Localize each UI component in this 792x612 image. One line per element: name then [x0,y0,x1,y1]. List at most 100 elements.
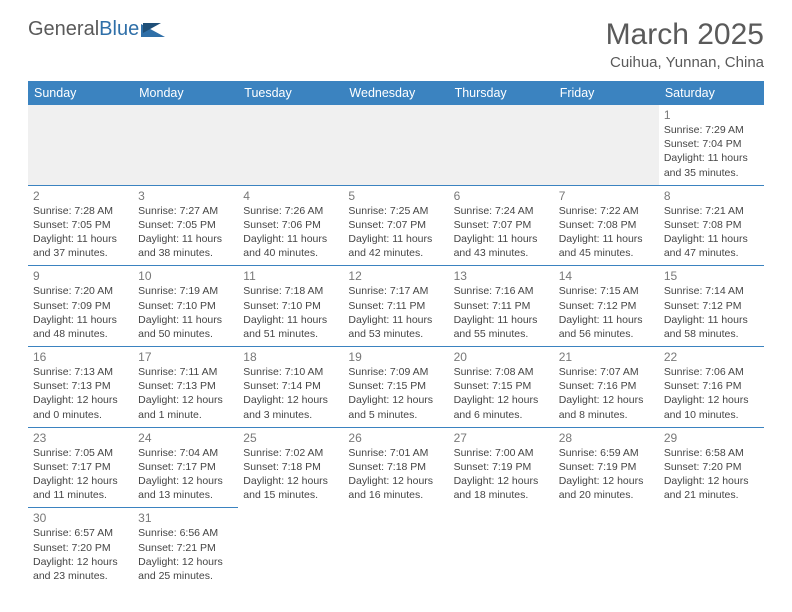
calendar-cell: 19Sunrise: 7:09 AMSunset: 7:15 PMDayligh… [343,347,448,428]
flag-icon [141,20,167,38]
day-number: 31 [138,511,233,525]
day-info: Sunrise: 6:59 AMSunset: 7:19 PMDaylight:… [559,446,654,503]
calendar-cell [449,508,554,588]
calendar-cell: 13Sunrise: 7:16 AMSunset: 7:11 PMDayligh… [449,266,554,347]
day-number: 26 [348,431,443,445]
calendar-cell: 5Sunrise: 7:25 AMSunset: 7:07 PMDaylight… [343,185,448,266]
calendar-cell: 22Sunrise: 7:06 AMSunset: 7:16 PMDayligh… [659,347,764,428]
day-info: Sunrise: 7:29 AMSunset: 7:04 PMDaylight:… [664,123,759,180]
calendar-cell: 12Sunrise: 7:17 AMSunset: 7:11 PMDayligh… [343,266,448,347]
page-title: March 2025 [606,18,764,52]
day-info: Sunrise: 7:26 AMSunset: 7:06 PMDaylight:… [243,204,338,261]
day-number: 29 [664,431,759,445]
calendar-cell: 30Sunrise: 6:57 AMSunset: 7:20 PMDayligh… [28,508,133,588]
calendar-cell: 9Sunrise: 7:20 AMSunset: 7:09 PMDaylight… [28,266,133,347]
day-info: Sunrise: 7:10 AMSunset: 7:14 PMDaylight:… [243,365,338,422]
logo-text-general: General [28,18,99,41]
day-info: Sunrise: 7:24 AMSunset: 7:07 PMDaylight:… [454,204,549,261]
calendar-cell: 23Sunrise: 7:05 AMSunset: 7:17 PMDayligh… [28,427,133,508]
calendar-row: 30Sunrise: 6:57 AMSunset: 7:20 PMDayligh… [28,508,764,588]
calendar-cell: 7Sunrise: 7:22 AMSunset: 7:08 PMDaylight… [554,185,659,266]
day-info: Sunrise: 7:20 AMSunset: 7:09 PMDaylight:… [33,284,128,341]
day-info: Sunrise: 7:05 AMSunset: 7:17 PMDaylight:… [33,446,128,503]
calendar-cell [28,105,133,185]
day-number: 24 [138,431,233,445]
calendar-cell: 26Sunrise: 7:01 AMSunset: 7:18 PMDayligh… [343,427,448,508]
day-number: 3 [138,189,233,203]
header: GeneralBlue March 2025 Cuihua, Yunnan, C… [28,18,764,71]
day-info: Sunrise: 7:28 AMSunset: 7:05 PMDaylight:… [33,204,128,261]
day-number: 2 [33,189,128,203]
day-info: Sunrise: 7:02 AMSunset: 7:18 PMDaylight:… [243,446,338,503]
calendar-cell [238,508,343,588]
day-number: 20 [454,350,549,364]
calendar-cell: 2Sunrise: 7:28 AMSunset: 7:05 PMDaylight… [28,185,133,266]
day-info: Sunrise: 6:58 AMSunset: 7:20 PMDaylight:… [664,446,759,503]
weekday-header: Sunday [28,81,133,105]
weekday-header: Wednesday [343,81,448,105]
day-info: Sunrise: 7:04 AMSunset: 7:17 PMDaylight:… [138,446,233,503]
day-number: 25 [243,431,338,445]
calendar-cell: 27Sunrise: 7:00 AMSunset: 7:19 PMDayligh… [449,427,554,508]
day-info: Sunrise: 7:17 AMSunset: 7:11 PMDaylight:… [348,284,443,341]
day-number: 22 [664,350,759,364]
calendar-cell: 31Sunrise: 6:56 AMSunset: 7:21 PMDayligh… [133,508,238,588]
day-info: Sunrise: 7:08 AMSunset: 7:15 PMDaylight:… [454,365,549,422]
calendar-row: 16Sunrise: 7:13 AMSunset: 7:13 PMDayligh… [28,347,764,428]
calendar-body: 1Sunrise: 7:29 AMSunset: 7:04 PMDaylight… [28,105,764,588]
calendar-cell [238,105,343,185]
day-info: Sunrise: 7:18 AMSunset: 7:10 PMDaylight:… [243,284,338,341]
day-info: Sunrise: 7:22 AMSunset: 7:08 PMDaylight:… [559,204,654,261]
day-number: 10 [138,269,233,283]
day-number: 8 [664,189,759,203]
weekday-header: Saturday [659,81,764,105]
day-number: 23 [33,431,128,445]
calendar-cell: 24Sunrise: 7:04 AMSunset: 7:17 PMDayligh… [133,427,238,508]
calendar-cell [554,508,659,588]
calendar-cell: 18Sunrise: 7:10 AMSunset: 7:14 PMDayligh… [238,347,343,428]
calendar-cell: 10Sunrise: 7:19 AMSunset: 7:10 PMDayligh… [133,266,238,347]
logo: GeneralBlue [28,18,167,41]
day-info: Sunrise: 7:13 AMSunset: 7:13 PMDaylight:… [33,365,128,422]
day-number: 17 [138,350,233,364]
day-info: Sunrise: 7:00 AMSunset: 7:19 PMDaylight:… [454,446,549,503]
day-number: 18 [243,350,338,364]
day-number: 30 [33,511,128,525]
calendar-cell [449,105,554,185]
day-info: Sunrise: 7:21 AMSunset: 7:08 PMDaylight:… [664,204,759,261]
calendar-cell: 16Sunrise: 7:13 AMSunset: 7:13 PMDayligh… [28,347,133,428]
day-number: 6 [454,189,549,203]
day-info: Sunrise: 7:14 AMSunset: 7:12 PMDaylight:… [664,284,759,341]
day-info: Sunrise: 7:01 AMSunset: 7:18 PMDaylight:… [348,446,443,503]
calendar-cell: 6Sunrise: 7:24 AMSunset: 7:07 PMDaylight… [449,185,554,266]
calendar-cell [554,105,659,185]
day-number: 21 [559,350,654,364]
calendar-cell [133,105,238,185]
day-info: Sunrise: 7:09 AMSunset: 7:15 PMDaylight:… [348,365,443,422]
calendar-cell: 11Sunrise: 7:18 AMSunset: 7:10 PMDayligh… [238,266,343,347]
day-info: Sunrise: 7:06 AMSunset: 7:16 PMDaylight:… [664,365,759,422]
calendar-cell: 8Sunrise: 7:21 AMSunset: 7:08 PMDaylight… [659,185,764,266]
calendar-row: 9Sunrise: 7:20 AMSunset: 7:09 PMDaylight… [28,266,764,347]
calendar-cell: 3Sunrise: 7:27 AMSunset: 7:05 PMDaylight… [133,185,238,266]
day-info: Sunrise: 7:16 AMSunset: 7:11 PMDaylight:… [454,284,549,341]
calendar-cell: 4Sunrise: 7:26 AMSunset: 7:06 PMDaylight… [238,185,343,266]
weekday-header: Friday [554,81,659,105]
calendar-row: 23Sunrise: 7:05 AMSunset: 7:17 PMDayligh… [28,427,764,508]
calendar-row: 1Sunrise: 7:29 AMSunset: 7:04 PMDaylight… [28,105,764,185]
day-info: Sunrise: 7:25 AMSunset: 7:07 PMDaylight:… [348,204,443,261]
calendar-cell: 20Sunrise: 7:08 AMSunset: 7:15 PMDayligh… [449,347,554,428]
day-number: 1 [664,108,759,122]
day-number: 15 [664,269,759,283]
day-number: 7 [559,189,654,203]
calendar-cell: 15Sunrise: 7:14 AMSunset: 7:12 PMDayligh… [659,266,764,347]
calendar-cell: 17Sunrise: 7:11 AMSunset: 7:13 PMDayligh… [133,347,238,428]
calendar-cell: 29Sunrise: 6:58 AMSunset: 7:20 PMDayligh… [659,427,764,508]
calendar-row: 2Sunrise: 7:28 AMSunset: 7:05 PMDaylight… [28,185,764,266]
day-number: 16 [33,350,128,364]
location-text: Cuihua, Yunnan, China [606,54,764,71]
calendar-cell [659,508,764,588]
day-number: 27 [454,431,549,445]
day-number: 9 [33,269,128,283]
calendar-cell: 25Sunrise: 7:02 AMSunset: 7:18 PMDayligh… [238,427,343,508]
